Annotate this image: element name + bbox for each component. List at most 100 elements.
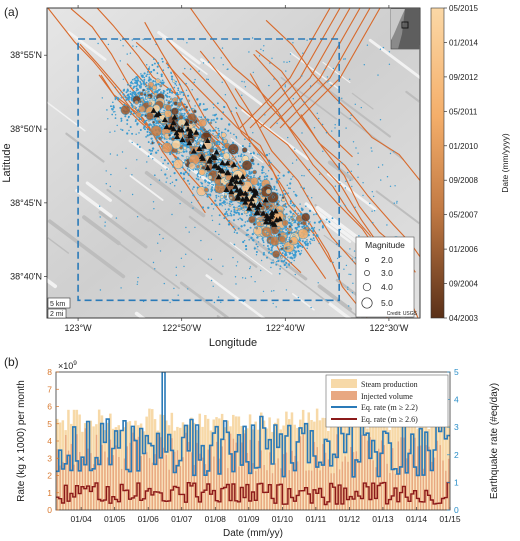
small-event <box>134 79 137 82</box>
small-event <box>276 122 278 125</box>
injected-bar <box>140 456 142 510</box>
small-event <box>297 212 299 215</box>
hillshade-ridge <box>216 315 222 318</box>
small-event <box>273 290 275 292</box>
small-event <box>212 129 215 132</box>
well-triangle <box>262 197 269 203</box>
small-event <box>181 113 184 115</box>
small-event <box>120 119 123 122</box>
small-event <box>222 146 225 149</box>
small-event <box>170 75 174 78</box>
small-event <box>178 83 181 86</box>
small-event <box>233 133 235 136</box>
small-event <box>164 94 167 97</box>
small-event <box>299 244 302 248</box>
small-event <box>152 68 156 72</box>
large-event <box>279 228 283 232</box>
legend-eq22-label: Eq. rate (m ≥ 2.2) <box>361 403 418 412</box>
small-event <box>216 102 219 105</box>
injected-bar <box>143 453 145 510</box>
large-event <box>142 88 145 92</box>
small-event <box>162 69 165 72</box>
hillshade-ridge <box>144 170 206 218</box>
small-event <box>244 138 246 140</box>
injected-bar <box>118 457 120 510</box>
small-event <box>152 158 154 160</box>
injected-bar <box>347 461 349 510</box>
small-event <box>261 171 264 174</box>
small-event <box>148 78 151 80</box>
legend-injected-swatch <box>331 391 357 400</box>
small-event <box>225 210 228 213</box>
small-event <box>136 143 139 146</box>
well-triangle <box>227 180 234 186</box>
small-event <box>120 97 122 99</box>
small-event <box>186 167 189 170</box>
small-event <box>185 226 187 229</box>
small-event <box>124 115 127 118</box>
large-event <box>135 111 142 118</box>
colorbar-ticks: 05/2015 01/2014 09/2012 05/2011 01/2010 09/20… <box>444 4 478 323</box>
small-event <box>351 292 354 294</box>
injected-bar <box>126 446 128 510</box>
colorbar-tick-label: 01/2010 <box>449 142 478 151</box>
injected-bar <box>336 434 338 510</box>
small-event <box>192 194 195 197</box>
hillshade-ridge <box>75 188 113 218</box>
well-triangle <box>174 133 181 139</box>
small-event <box>262 239 264 242</box>
large-event <box>139 91 144 97</box>
small-event <box>227 68 229 70</box>
small-event <box>245 248 248 251</box>
injected-bar <box>56 449 59 510</box>
injected-bar <box>174 451 176 510</box>
small-event <box>200 239 202 242</box>
small-event <box>332 67 335 70</box>
large-event <box>207 175 213 180</box>
small-event <box>177 156 179 159</box>
small-event <box>295 250 298 253</box>
small-event <box>232 141 234 144</box>
small-event <box>188 183 191 185</box>
well-triangle <box>173 130 180 136</box>
small-event <box>347 288 349 290</box>
small-event <box>307 195 309 197</box>
small-event <box>135 85 138 88</box>
small-event <box>168 95 171 98</box>
steam-bar <box>430 410 433 510</box>
time-x-tick-label: 01/11 <box>306 514 327 524</box>
small-event <box>232 206 236 209</box>
injected-bar <box>425 445 427 510</box>
steam-bar <box>422 417 425 510</box>
small-event <box>334 185 337 187</box>
small-event <box>199 144 202 147</box>
scale-bar-km: 5 km <box>50 301 65 308</box>
small-event <box>241 80 243 83</box>
small-event <box>198 116 200 118</box>
small-event <box>252 132 254 134</box>
large-event <box>269 250 273 254</box>
left-y-tick-label: 3 <box>47 453 52 463</box>
large-event <box>178 112 182 116</box>
large-event <box>290 221 294 225</box>
small-event <box>292 98 294 100</box>
small-event <box>124 96 127 99</box>
small-event <box>294 210 297 212</box>
small-event <box>169 182 172 185</box>
scale-bar: 5 km 2 mi <box>47 297 71 319</box>
large-event <box>231 149 235 153</box>
large-event <box>150 125 162 137</box>
small-event <box>240 212 244 216</box>
small-event <box>165 181 167 183</box>
injected-bar <box>375 467 377 510</box>
small-event <box>213 107 215 109</box>
small-event <box>345 127 347 129</box>
injected-bar <box>202 457 204 510</box>
small-event <box>289 182 292 185</box>
panel-a-label: (a) <box>4 5 19 19</box>
steam-bar <box>237 416 241 510</box>
small-event <box>221 205 223 207</box>
injected-bar <box>168 469 170 510</box>
colorbar-gradient <box>430 7 445 319</box>
large-event <box>171 139 182 150</box>
